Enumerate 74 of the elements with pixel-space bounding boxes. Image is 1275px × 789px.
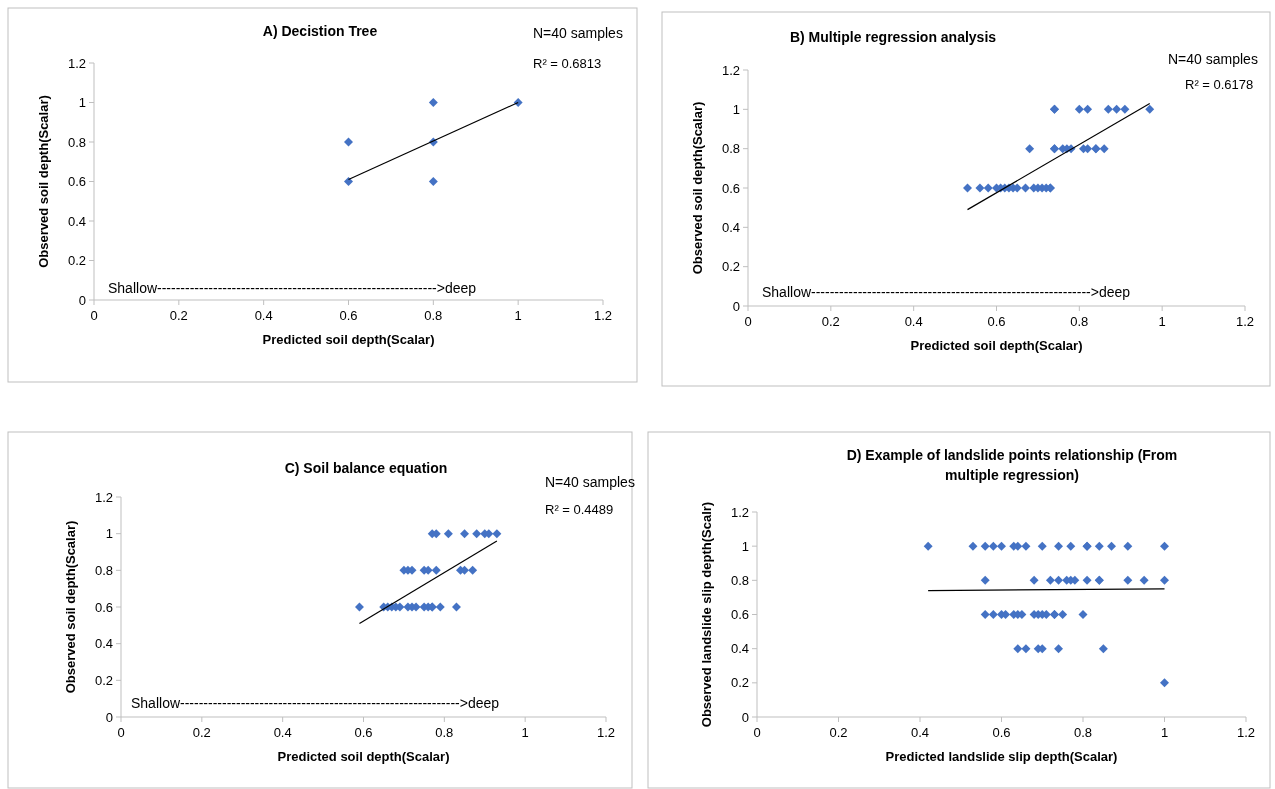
y-tick-label: 0.4	[730, 641, 749, 657]
y-tick-label: 0	[78, 292, 86, 308]
y-tick-label: 1.2	[94, 489, 113, 505]
y-tick-label: 1	[732, 101, 740, 117]
x-tick-label: 0.4	[910, 725, 930, 740]
y-axis-title: Observed soil depth(Scalar)	[63, 520, 78, 694]
annotation: Shallow------------------------------------------------------------>deep	[131, 695, 500, 711]
x-tick-label: 1.2	[1236, 725, 1256, 740]
x-tick-label: 0.6	[339, 308, 358, 323]
x-axis-title: Predicted landslide slip depth(Scalar)	[885, 749, 1118, 764]
y-tick-label: 0.4	[67, 213, 86, 229]
x-tick-label: 1	[1158, 314, 1166, 329]
y-tick-label: 0.2	[730, 675, 749, 691]
x-tick-label: 0.6	[354, 725, 373, 740]
x-tick-label: 0	[753, 725, 761, 740]
y-tick-label: 0.6	[94, 599, 113, 615]
y-tick-label: 1	[741, 538, 749, 554]
x-tick-label: 0.2	[169, 308, 188, 323]
y-axis-title: Observed soil depth(Scalar)	[690, 101, 705, 275]
x-tick-label: 0.2	[821, 314, 840, 329]
annotation: Shallow------------------------------------------------------------>deep	[762, 284, 1131, 300]
y-tick-label: 0.8	[730, 572, 749, 588]
x-tick-label: 0.8	[1070, 314, 1089, 329]
y-tick-label: 1.2	[67, 55, 86, 71]
y-tick-label: 0.8	[94, 562, 113, 578]
annotation: Shallow------------------------------------------------------------>deep	[108, 280, 477, 296]
y-axis-title: Observed landslide slip depth(Scalr)	[699, 501, 714, 728]
y-tick-label: 1.2	[721, 62, 740, 78]
text: N=40 samples	[533, 25, 623, 41]
y-tick-label: 1.2	[730, 504, 749, 520]
x-tick-label: 0.6	[987, 314, 1006, 329]
x-tick-label: 0.2	[192, 725, 211, 740]
text: N=40 samples	[1168, 51, 1258, 67]
chart-title: A) Decistion Tree	[262, 23, 378, 39]
y-tick-label: 0	[105, 709, 113, 725]
x-tick-label: 0.4	[254, 308, 273, 323]
y-tick-label: 0.8	[721, 141, 740, 157]
y-tick-label: 1	[105, 526, 113, 542]
x-tick-label: 1.2	[596, 725, 616, 740]
chart-title: B) Multiple regression analysis	[789, 29, 997, 45]
x-axis-title: Predicted soil depth(Scalar)	[262, 332, 435, 347]
x-tick-label: 0.4	[273, 725, 292, 740]
text: N=40 samples	[545, 474, 635, 490]
y-tick-label: 0.4	[721, 219, 740, 235]
y-tick-label: 0.8	[67, 134, 86, 150]
y-axis-title: Observed soil depth(Scalar)	[36, 95, 51, 268]
annotation: R² = 0.6178	[1185, 77, 1254, 92]
y-tick-label: 0.4	[94, 636, 113, 652]
x-tick-label: 0.8	[1073, 725, 1093, 740]
y-tick-label: 0.2	[94, 672, 113, 688]
chart-title: D) Example of landslide points relationship (From multiple regression)	[846, 447, 1178, 483]
x-tick-label: 1.2	[1235, 314, 1255, 329]
y-tick-label: 0	[741, 709, 749, 725]
y-tick-label: 1	[78, 95, 86, 110]
x-tick-label: 1	[521, 725, 529, 740]
y-tick-label: 0.2	[721, 259, 740, 275]
x-tick-label: 0.8	[435, 725, 454, 740]
x-tick-label: 0.2	[829, 725, 848, 740]
x-tick-label: 1	[1160, 725, 1169, 740]
x-axis-title: Predicted soil depth(Scalar)	[910, 338, 1083, 353]
chart-title: C) Soil balance equation	[284, 460, 448, 476]
x-tick-label: 1	[514, 308, 522, 323]
y-tick-label: 0.2	[67, 253, 86, 268]
x-tick-label: 0	[117, 725, 125, 740]
y-tick-label: 0.6	[730, 607, 749, 622]
annotation: R² = 0.4489	[545, 502, 614, 517]
x-tick-label: 0.8	[424, 308, 443, 323]
x-tick-label: 1.2	[593, 308, 613, 323]
x-axis-title: Predicted soil depth(Scalar)	[277, 749, 450, 764]
y-tick-label: 0.6	[721, 180, 740, 196]
x-tick-label: 0.6	[992, 725, 1011, 740]
y-tick-label: 0.6	[67, 174, 86, 189]
annotation: R² = 0.6813	[533, 56, 602, 71]
x-tick-label: 0.4	[904, 314, 923, 329]
